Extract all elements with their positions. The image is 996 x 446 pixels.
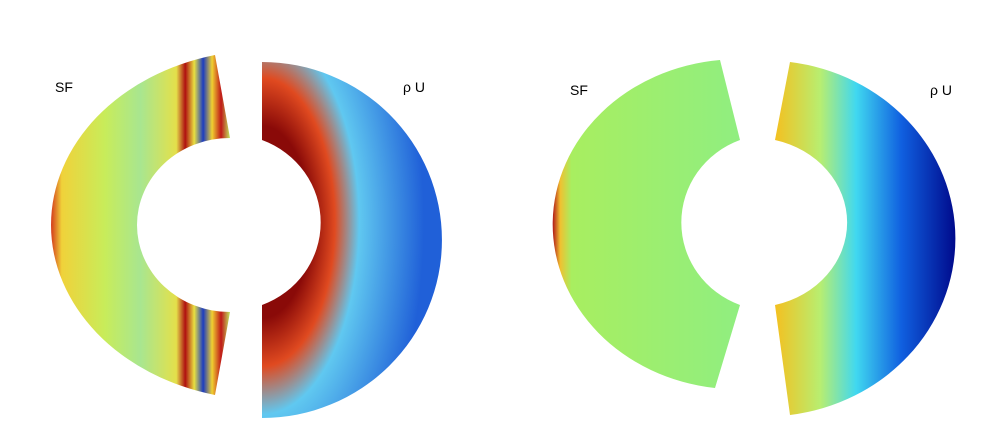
panel-label: SF [570, 82, 588, 98]
panel-label: SF [55, 79, 73, 95]
panel-label: ρ U [403, 79, 425, 95]
rho-u-panel [775, 62, 956, 415]
rho-u-panel [262, 62, 442, 418]
panel-label: ρ U [930, 82, 952, 98]
sf-panel [51, 55, 230, 395]
sf-panel [552, 60, 740, 388]
